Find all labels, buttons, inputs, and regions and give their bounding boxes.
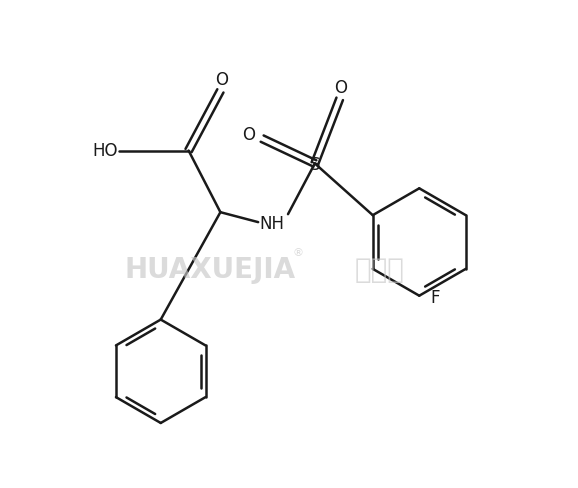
Text: 化学加: 化学加 [354, 256, 405, 284]
Text: O: O [242, 125, 255, 143]
Text: O: O [334, 79, 347, 97]
Text: ®: ® [292, 248, 303, 258]
Text: NH: NH [260, 215, 284, 233]
Text: F: F [431, 289, 440, 306]
Text: HUAXUEJIA: HUAXUEJIA [125, 256, 296, 284]
Text: O: O [215, 71, 228, 89]
Text: HO: HO [92, 142, 118, 160]
Text: S: S [310, 157, 320, 174]
